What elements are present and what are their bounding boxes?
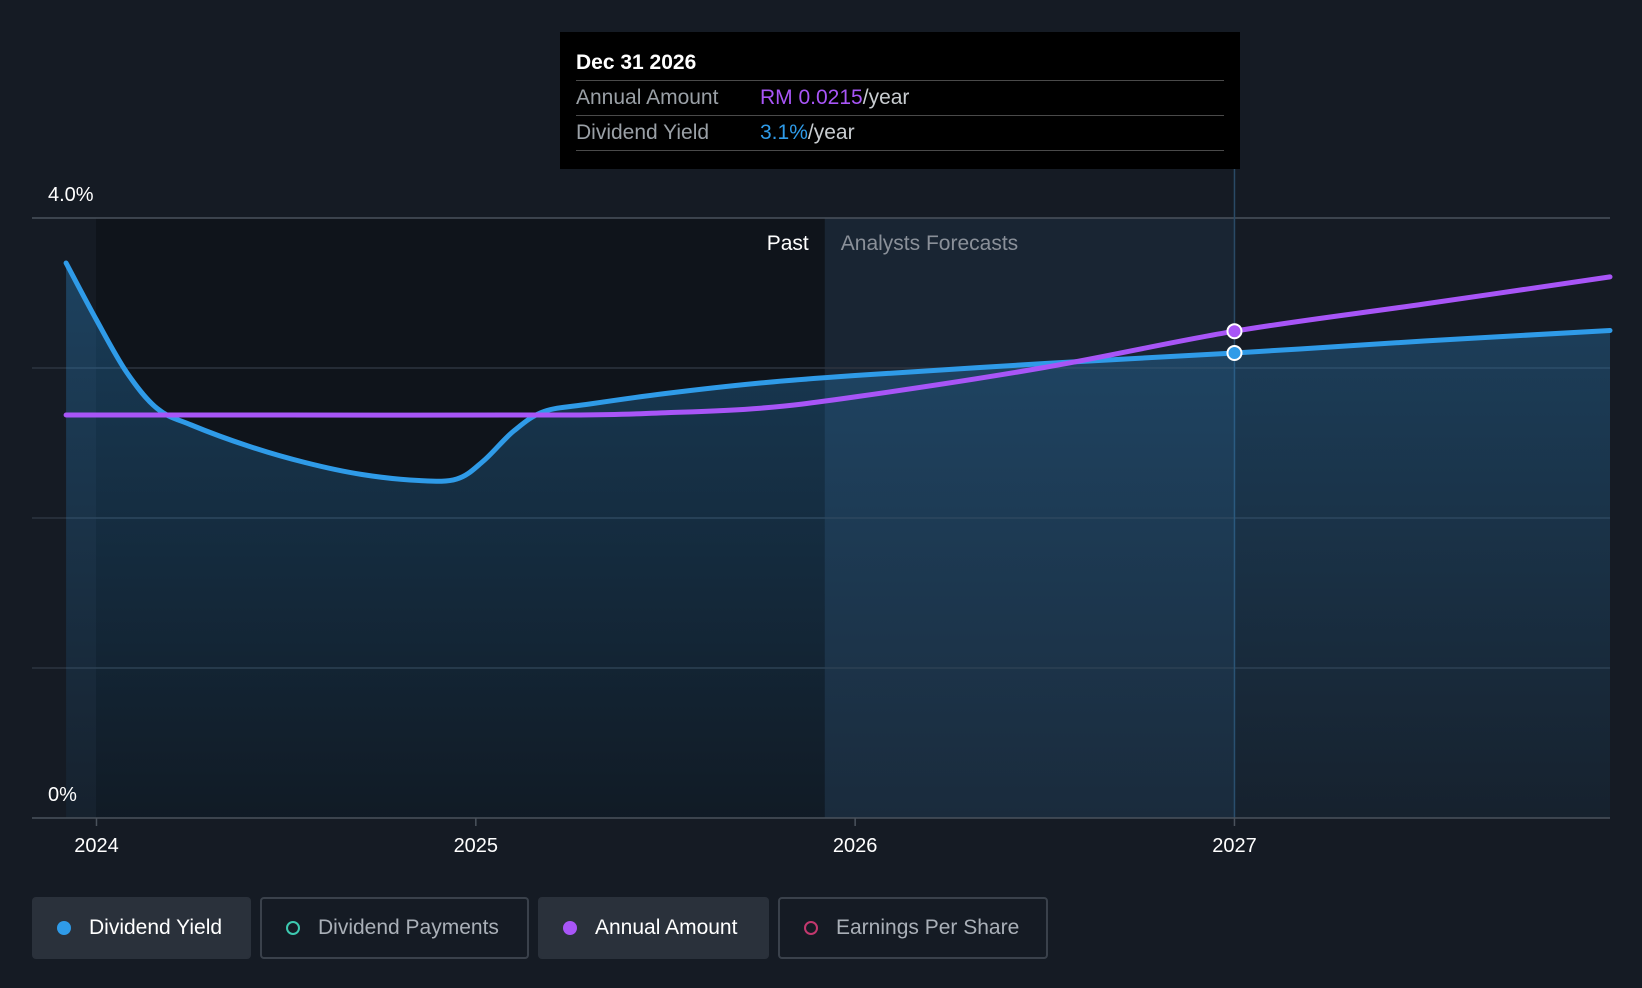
tooltip-label: Annual Amount — [576, 86, 719, 109]
analysts-forecasts-label: Analysts Forecasts — [841, 232, 1018, 255]
tooltip-date: Dec 31 2026 — [576, 46, 1224, 81]
x-tick-label: 2025 — [454, 835, 499, 857]
x-axis-ticks: 2024 2025 2026 2027 — [74, 818, 1257, 857]
legend-label: Dividend Yield — [89, 916, 223, 939]
legend-dividend-payments[interactable]: Dividend Payments — [260, 897, 529, 959]
past-label: Past — [767, 232, 809, 255]
dividend-payments-ring-icon — [286, 921, 300, 935]
legend-label: Earnings Per Share — [836, 916, 1020, 939]
x-tick-label: 2026 — [833, 835, 878, 857]
annual-amount-line — [63, 274, 1613, 418]
tooltip-row-dividend-yield: Dividend Yield 3.1% /year — [576, 116, 1224, 151]
legend-annual-amount[interactable]: Annual Amount — [538, 897, 769, 959]
tooltip-value: RM 0.0215 — [760, 86, 863, 109]
earnings-per-share-ring-icon — [804, 921, 818, 935]
legend-label: Annual Amount — [595, 916, 738, 939]
legend-dividend-yield[interactable]: Dividend Yield — [32, 897, 251, 959]
legend-label: Dividend Payments — [318, 916, 499, 939]
tooltip-label: Dividend Yield — [576, 121, 710, 144]
x-tick-label: 2024 — [74, 835, 119, 857]
tooltip-unit: /year — [807, 121, 855, 144]
dividend-yield-dot-icon — [57, 921, 71, 935]
y-axis-bottom-label: 0% — [48, 784, 77, 806]
chart-legend: Dividend Yield Dividend Payments Annual … — [32, 897, 1048, 959]
x-tick-label: 2027 — [1212, 835, 1257, 857]
chart-tooltip: Dec 31 2026 Annual Amount RM 0.0215 /yea… — [560, 32, 1240, 169]
annual-amount-dot-icon — [563, 921, 577, 935]
tooltip-unit: /year — [862, 86, 910, 109]
dividend-yield-marker[interactable] — [1226, 345, 1243, 361]
dividend-yield-area — [66, 263, 1611, 818]
dividend-yield-line — [63, 260, 1613, 484]
annual-amount-marker[interactable] — [1226, 323, 1243, 340]
tooltip-value: 3.1% — [760, 121, 808, 144]
legend-earnings-per-share[interactable]: Earnings Per Share — [778, 897, 1048, 959]
tooltip-row-annual-amount: Annual Amount RM 0.0215 /year — [576, 81, 1224, 116]
y-axis-top-label: 4.0% — [48, 184, 94, 206]
